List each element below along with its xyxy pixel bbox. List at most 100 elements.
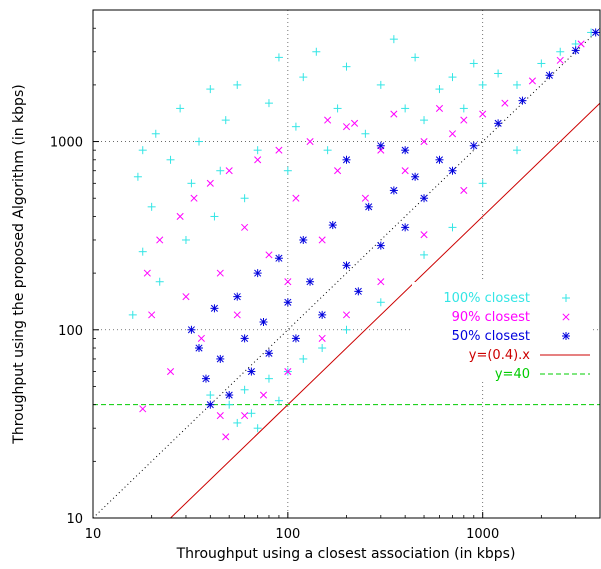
data-point xyxy=(420,138,428,146)
data-point xyxy=(133,172,142,181)
data-point xyxy=(166,155,175,164)
x-axis-label: Throughput using a closest association (… xyxy=(176,546,516,562)
data-point xyxy=(420,231,428,239)
data-point xyxy=(299,235,308,244)
data-point xyxy=(537,59,546,68)
data-point xyxy=(411,53,420,62)
data-point xyxy=(156,236,164,244)
data-point xyxy=(435,85,444,94)
x-tick-label: 10 xyxy=(85,527,102,542)
data-point xyxy=(233,418,242,427)
data-point xyxy=(571,46,580,55)
data-point xyxy=(241,412,249,420)
data-point xyxy=(577,40,585,48)
grid xyxy=(93,10,600,518)
data-point xyxy=(448,130,457,138)
data-point xyxy=(420,194,429,203)
data-point xyxy=(435,155,444,164)
data-point xyxy=(216,166,225,175)
data-point xyxy=(459,104,468,113)
data-point xyxy=(253,146,262,155)
data-point xyxy=(253,424,262,433)
data-point xyxy=(240,194,249,203)
data-point xyxy=(275,146,283,154)
data-point xyxy=(389,35,398,44)
data-point xyxy=(376,298,385,307)
data-point xyxy=(259,391,268,399)
data-point xyxy=(190,194,198,202)
axis-ticks: 10 100 1000 10 100 1000 xyxy=(50,27,577,542)
data-point xyxy=(247,367,256,376)
data-point xyxy=(318,344,327,353)
data-points xyxy=(128,28,600,441)
data-point xyxy=(240,385,249,394)
data-point xyxy=(206,85,215,94)
data-point xyxy=(513,146,522,155)
data-point xyxy=(324,116,332,124)
legend-marker xyxy=(562,294,570,302)
data-point xyxy=(342,311,351,319)
data-point xyxy=(401,104,410,113)
data-point xyxy=(401,223,410,232)
data-point xyxy=(478,80,487,89)
data-point xyxy=(155,277,164,286)
legend-label: 100% closest xyxy=(443,291,530,306)
data-point xyxy=(206,400,215,409)
data-point xyxy=(195,344,204,353)
data-point xyxy=(342,123,351,131)
data-point xyxy=(556,47,565,56)
data-point xyxy=(225,391,234,400)
data-point xyxy=(221,116,230,125)
data-point xyxy=(187,179,196,188)
data-point xyxy=(342,155,351,164)
series-plus xyxy=(128,28,596,433)
data-point xyxy=(318,334,326,342)
data-point xyxy=(292,194,300,202)
data-point xyxy=(240,334,249,343)
series-x xyxy=(139,40,585,441)
data-point xyxy=(274,53,283,62)
data-point xyxy=(283,166,292,175)
data-point xyxy=(420,116,429,125)
data-point xyxy=(148,311,156,319)
data-point xyxy=(176,104,185,113)
data-point xyxy=(469,59,478,68)
data-point xyxy=(469,141,478,150)
data-point xyxy=(284,278,292,286)
data-point xyxy=(195,137,204,146)
data-point xyxy=(182,293,190,301)
data-point xyxy=(318,236,326,244)
x-tick-label: 100 xyxy=(275,527,300,542)
data-point xyxy=(528,77,536,85)
data-point xyxy=(264,99,273,108)
data-point xyxy=(420,250,429,259)
legend-marker xyxy=(562,332,570,340)
data-point xyxy=(259,317,268,326)
data-point xyxy=(556,56,564,64)
data-point xyxy=(216,269,224,277)
data-point xyxy=(299,73,308,82)
data-point xyxy=(361,194,369,202)
data-point xyxy=(333,104,342,113)
data-point xyxy=(138,146,147,155)
data-point xyxy=(342,261,351,270)
data-point xyxy=(390,110,398,118)
data-point xyxy=(460,186,468,194)
legend-label: y=(0.4).x xyxy=(469,348,531,363)
data-point xyxy=(151,129,160,138)
data-point xyxy=(401,146,410,155)
data-point xyxy=(166,367,175,376)
data-point xyxy=(147,202,156,211)
data-point xyxy=(342,325,351,334)
reference-lines xyxy=(92,27,601,519)
y-axis-label: Throughput using the proposed Algorithm … xyxy=(11,84,27,444)
reference-line-proportional xyxy=(170,102,601,519)
data-point xyxy=(291,122,300,131)
data-point xyxy=(225,400,234,409)
data-point xyxy=(264,374,273,383)
x-tick-label: 1000 xyxy=(466,527,499,542)
data-point xyxy=(334,167,342,175)
data-point xyxy=(318,310,327,319)
data-point xyxy=(233,311,241,319)
data-point xyxy=(284,367,292,376)
